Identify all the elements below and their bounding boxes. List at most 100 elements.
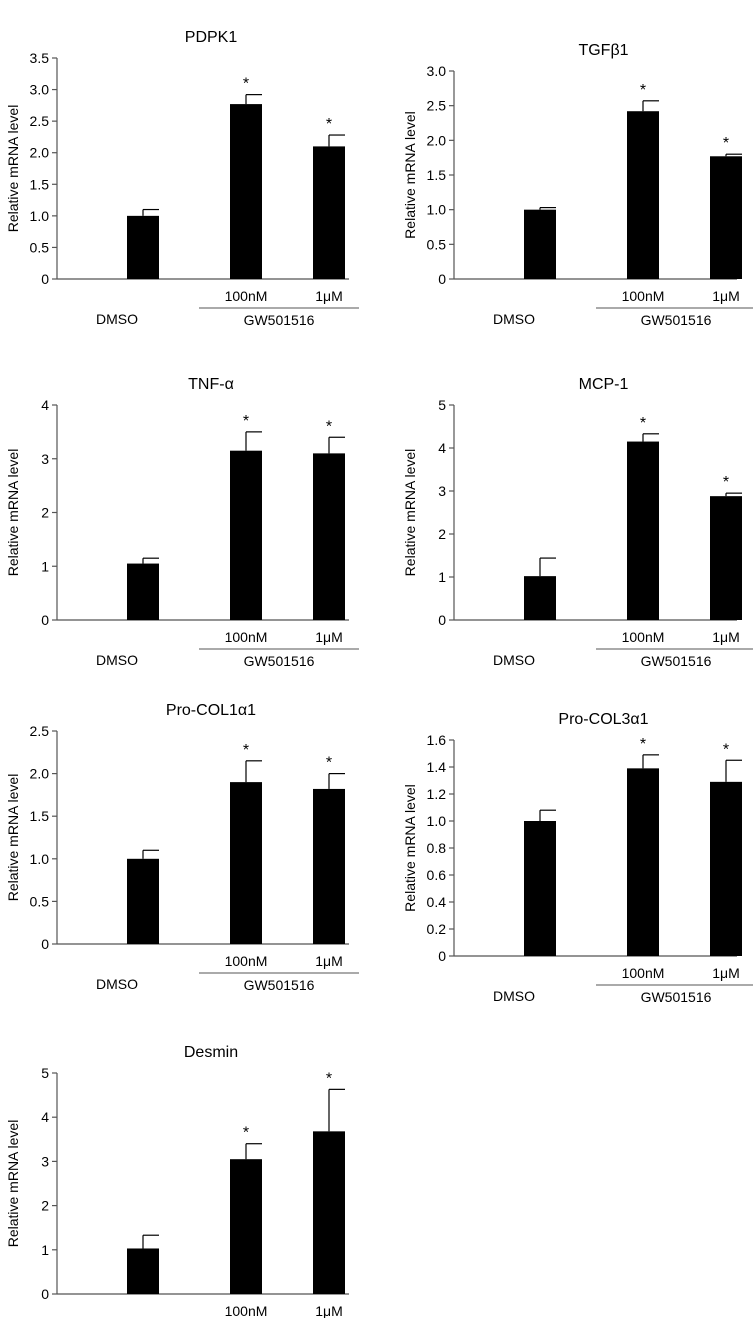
y-axis-label: Relative mRNA level xyxy=(402,449,418,577)
bar-DMSO xyxy=(524,576,556,620)
category-label: 100nM xyxy=(622,965,665,981)
category-label: DMSO xyxy=(96,311,138,327)
significance-marker: * xyxy=(326,418,332,435)
category-label: DMSO xyxy=(96,976,138,992)
y-tick-label: 1.0 xyxy=(30,208,50,224)
y-tick-label: 2.5 xyxy=(30,723,50,739)
group-label: GW501516 xyxy=(244,653,315,669)
y-tick-label: 0 xyxy=(41,936,49,952)
y-tick-label: 5 xyxy=(438,397,446,413)
y-tick-label: 0.5 xyxy=(427,236,447,252)
bar-100nM xyxy=(230,1159,262,1294)
group-label: GW501516 xyxy=(641,312,712,328)
chart-title: Pro-COL3α1 xyxy=(558,711,648,728)
category-label: 100nM xyxy=(225,953,268,969)
category-label: DMSO xyxy=(493,652,535,668)
y-tick-label: 1.2 xyxy=(427,786,447,802)
bar-1μM xyxy=(313,453,345,620)
y-tick-label: 2.0 xyxy=(30,766,50,782)
bar-100nM xyxy=(627,111,659,279)
category-label: 100nM xyxy=(225,1303,268,1318)
significance-marker: * xyxy=(243,413,249,430)
category-label: 100nM xyxy=(622,288,665,304)
significance-marker: * xyxy=(723,474,729,491)
chart-panel-3: TNF-α Relative mRNA level 0 1 2 3 4 * * DMSO 100nM… xyxy=(5,376,359,669)
y-tick-label: 1.5 xyxy=(427,167,447,183)
bar-DMSO xyxy=(524,821,556,956)
chart-title: TNF-α xyxy=(188,376,234,393)
chart-panel-5: Pro-COL1α1 Relative mRNA level 0 0.5 1.0 1.5 2… xyxy=(5,702,359,993)
group-label: GW501516 xyxy=(244,312,315,328)
category-label: DMSO xyxy=(493,988,535,1004)
bar-DMSO xyxy=(127,563,159,620)
bar-100nM xyxy=(230,104,262,279)
bar-1μM xyxy=(710,496,742,620)
significance-marker: * xyxy=(723,135,729,152)
category-label: 100nM xyxy=(225,288,268,304)
category-label: 1μM xyxy=(315,953,343,969)
category-label: 1μM xyxy=(315,629,343,645)
bar-1μM xyxy=(313,788,345,944)
chart-title: Desmin xyxy=(184,1044,238,1061)
y-tick-label: 0 xyxy=(41,612,49,628)
y-tick-label: 2.5 xyxy=(427,98,447,114)
y-tick-label: 2.0 xyxy=(427,132,447,148)
bar-100nM xyxy=(230,782,262,944)
y-tick-label: 1.5 xyxy=(30,808,50,824)
y-tick-label: 0 xyxy=(438,612,446,628)
y-tick-label: 1 xyxy=(438,569,446,585)
significance-marker: * xyxy=(723,741,729,758)
significance-marker: * xyxy=(640,82,646,99)
chart-title: MCP-1 xyxy=(579,376,629,393)
group-label: GW501516 xyxy=(244,977,315,993)
y-tick-label: 0.5 xyxy=(30,893,50,909)
y-tick-label: 3 xyxy=(41,451,49,467)
y-tick-label: 0.4 xyxy=(427,894,447,910)
y-tick-label: 0 xyxy=(41,271,49,287)
bar-1μM xyxy=(710,156,742,279)
y-tick-label: 1.0 xyxy=(427,202,447,218)
y-tick-label: 1.6 xyxy=(427,732,447,748)
y-tick-label: 1 xyxy=(41,1242,49,1258)
category-label: 1μM xyxy=(315,1303,343,1318)
category-label: 1μM xyxy=(712,965,740,981)
bar-100nM xyxy=(230,450,262,620)
chart-panel-6: Pro-COL3α1 Relative mRNA level 0 0.2 0.4 0.6 0… xyxy=(402,711,753,1005)
category-label: 1μM xyxy=(315,288,343,304)
significance-marker: * xyxy=(243,1125,249,1142)
chart-title: TGFβ1 xyxy=(578,42,628,59)
y-tick-label: 0.2 xyxy=(427,921,447,937)
significance-marker: * xyxy=(326,755,332,772)
y-tick-label: 1.0 xyxy=(30,851,50,867)
bar-100nM xyxy=(627,768,659,956)
significance-marker: * xyxy=(326,116,332,133)
bar-DMSO xyxy=(127,215,159,279)
y-tick-label: 3.0 xyxy=(427,63,447,79)
bar-DMSO xyxy=(127,858,159,944)
bar-1μM xyxy=(313,146,345,279)
y-tick-label: 4 xyxy=(438,440,446,456)
y-tick-label: 3 xyxy=(438,483,446,499)
significance-marker: * xyxy=(243,76,249,93)
group-label: GW501516 xyxy=(641,989,712,1005)
category-label: DMSO xyxy=(96,652,138,668)
y-tick-label: 2 xyxy=(41,505,49,521)
y-tick-label: 1.4 xyxy=(427,759,447,775)
y-axis-label: Relative mRNA level xyxy=(5,774,21,902)
y-tick-label: 2 xyxy=(41,1198,49,1214)
group-label: GW501516 xyxy=(641,653,712,669)
significance-marker: * xyxy=(640,415,646,432)
y-tick-label: 2 xyxy=(438,526,446,542)
chart-panel-1: PDPK1 Relative mRNA level 0 0.5 1.0 1.5 2.0 2.5… xyxy=(5,29,359,328)
y-axis-label: Relative mRNA level xyxy=(402,784,418,912)
significance-marker: * xyxy=(640,736,646,753)
y-tick-label: 2.5 xyxy=(30,113,50,129)
y-tick-label: 0 xyxy=(438,948,446,964)
bar-1μM xyxy=(710,781,742,956)
chart-title: Pro-COL1α1 xyxy=(166,702,256,719)
y-axis-label: Relative mRNA level xyxy=(5,1120,21,1248)
category-label: DMSO xyxy=(493,311,535,327)
y-tick-label: 4 xyxy=(41,397,49,413)
